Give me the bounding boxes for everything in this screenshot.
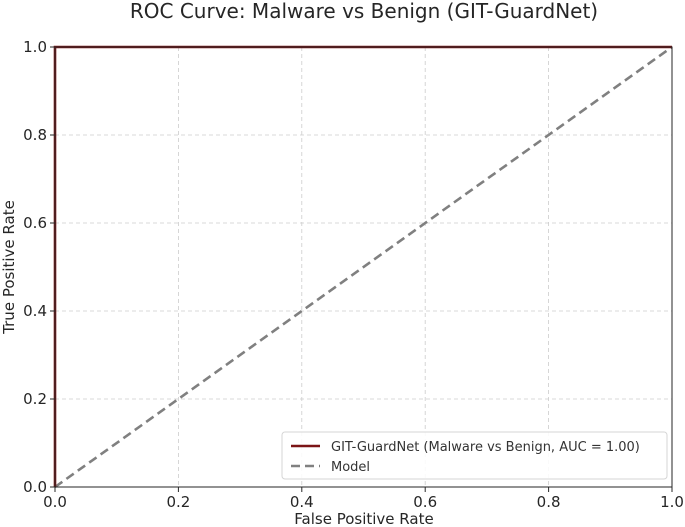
y-tick-label: 0.6: [23, 214, 47, 232]
y-axis-label: True Positive Rate: [0, 200, 18, 335]
x-tick-label: 1.0: [660, 493, 684, 511]
y-tick-label: 0.4: [23, 302, 47, 320]
y-tick-label: 0.0: [23, 478, 47, 496]
legend-box: [281, 431, 668, 480]
x-tick-label: 0.4: [290, 493, 314, 511]
y-axis-ticks: 0.0 0.2 0.4 0.6 0.8 1.0: [23, 38, 55, 496]
legend-entry-0: GIT-GuardNet (Malware vs Benign, AUC = 1…: [331, 440, 640, 455]
legend-entry-1: Model: [331, 460, 370, 475]
x-tick-label: 0.0: [43, 493, 67, 511]
series-line-1: [54, 45, 673, 489]
plot-frame: [54, 46, 673, 488]
x-tick-label: 0.6: [413, 493, 437, 511]
x-tick-label: 0.2: [166, 493, 190, 511]
chart-title: ROC Curve: Malware vs Benign (GIT-GuardN…: [130, 0, 598, 23]
y-tick-label: 0.8: [23, 126, 47, 144]
legend: GIT-GuardNet (Malware vs Benign, AUC = 1…: [281, 431, 668, 480]
y-tick-label: 0.2: [23, 390, 47, 408]
x-axis-ticks: 0.0 0.2 0.4 0.6 0.8 1.0: [43, 487, 684, 511]
x-axis-label: False Positive Rate: [294, 510, 433, 527]
x-tick-label: 0.8: [537, 493, 561, 511]
y-tick-label: 1.0: [23, 38, 47, 56]
